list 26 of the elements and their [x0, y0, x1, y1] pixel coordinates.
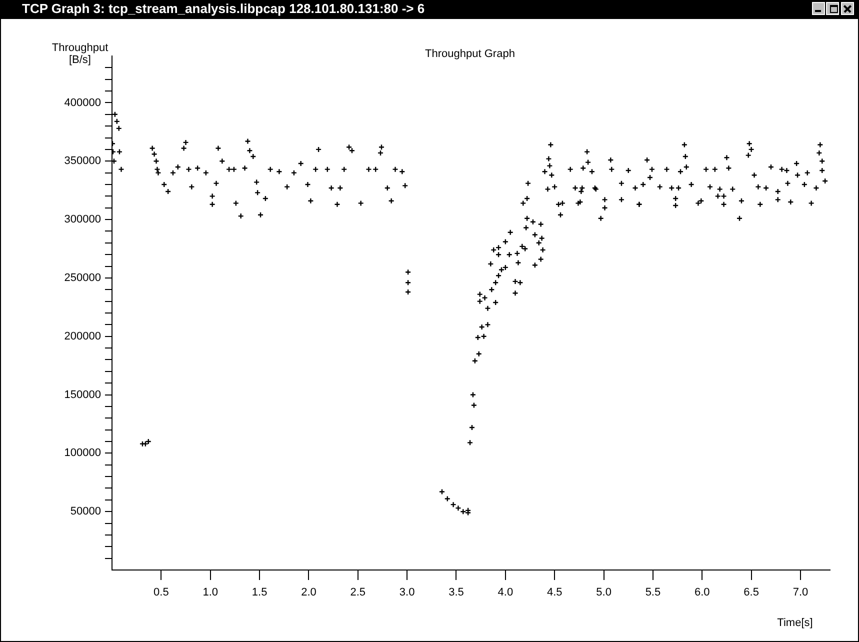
x-tick-label: 0.5 — [154, 586, 169, 599]
y-tick-label: 50000 — [70, 506, 101, 518]
chart-subtitle: Throughput Graph — [424, 48, 516, 60]
x-tick-label: 1.5 — [252, 586, 268, 599]
x-axis-title: Time[s] — [776, 617, 814, 629]
x-tick-label: 6.5 — [744, 586, 759, 599]
x-tick-label: 2.5 — [350, 586, 366, 599]
x-tick-label: 4.5 — [546, 586, 562, 599]
x-tick-label: 1.0 — [202, 586, 218, 599]
y-tick-label: 400000 — [64, 96, 101, 109]
x-tick-label: 2.0 — [301, 586, 316, 599]
x-tick-label: 5.0 — [596, 586, 612, 599]
y-tick-label: 200000 — [64, 330, 101, 342]
y-tick-label: 100000 — [64, 447, 101, 460]
y-axis-title: Throughput [B/s] — [50, 42, 110, 66]
y-tick-label: 150000 — [64, 388, 101, 401]
y-tick-label: 300000 — [64, 214, 101, 226]
y-tick-label: 250000 — [64, 272, 101, 284]
chart-title: TCP Graph 3: tcp_stream_analysis.libpcap 128.101.80.131:80 -> 6 — [0, 0, 859, 18]
x-tick-label: 3.5 — [448, 586, 464, 599]
x-tick-label: 3.0 — [399, 586, 415, 599]
x-tick-label: 7.0 — [792, 586, 808, 599]
x-tick-label: 5.5 — [645, 586, 661, 599]
y-tick-label: 350000 — [64, 155, 101, 168]
x-tick-label: 6.0 — [694, 586, 710, 599]
x-tick-label: 4.0 — [498, 586, 514, 599]
